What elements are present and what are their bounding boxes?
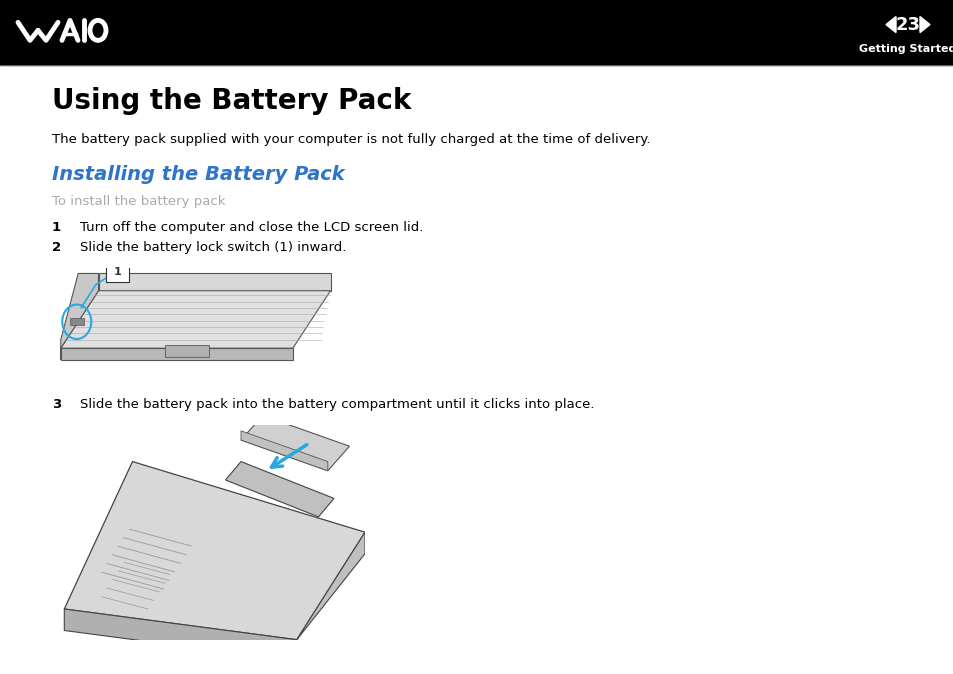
Text: The battery pack supplied with your computer is not fully charged at the time of: The battery pack supplied with your comp…: [52, 133, 650, 146]
Polygon shape: [296, 532, 365, 640]
Text: Getting Started: Getting Started: [859, 44, 953, 53]
Text: Turn off the computer and close the LCD screen lid.: Turn off the computer and close the LCD …: [80, 220, 423, 234]
Text: Slide the battery lock switch (1) inward.: Slide the battery lock switch (1) inward…: [80, 241, 346, 253]
Text: Slide the battery pack into the battery compartment until it clicks into place.: Slide the battery pack into the battery …: [80, 398, 594, 410]
Polygon shape: [64, 609, 296, 661]
Text: 2: 2: [52, 241, 61, 253]
Bar: [165, 345, 209, 357]
Text: Installing the Battery Pack: Installing the Battery Pack: [52, 164, 344, 184]
Polygon shape: [61, 290, 330, 348]
Bar: [70, 318, 84, 325]
Text: Using the Battery Pack: Using the Battery Pack: [52, 87, 411, 115]
Text: 23: 23: [895, 16, 920, 34]
Polygon shape: [241, 415, 349, 470]
Text: 1: 1: [52, 220, 61, 234]
Bar: [0, 0, 953, 65]
Polygon shape: [98, 274, 330, 290]
Text: To install the battery pack: To install the battery pack: [52, 195, 225, 208]
Polygon shape: [225, 462, 334, 517]
Polygon shape: [919, 17, 929, 32]
Polygon shape: [61, 348, 293, 360]
Polygon shape: [64, 462, 365, 640]
Polygon shape: [885, 17, 895, 32]
Text: 3: 3: [52, 398, 61, 410]
Polygon shape: [241, 431, 328, 470]
Text: 1: 1: [113, 267, 121, 277]
FancyBboxPatch shape: [106, 262, 129, 282]
Polygon shape: [61, 274, 98, 360]
